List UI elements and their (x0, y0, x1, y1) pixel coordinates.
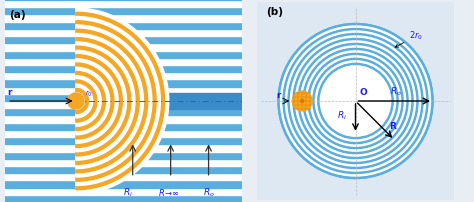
Polygon shape (76, 97, 80, 105)
Text: $2r_0$: $2r_0$ (395, 30, 423, 47)
Circle shape (283, 28, 428, 174)
Circle shape (320, 66, 391, 136)
Circle shape (295, 41, 416, 161)
Text: (b): (b) (266, 7, 283, 17)
Bar (5, 152, 242, 159)
Bar (5, 101, 242, 108)
Bar (5, 159, 242, 166)
Circle shape (313, 58, 398, 144)
Polygon shape (76, 21, 156, 181)
Polygon shape (68, 93, 84, 109)
Circle shape (301, 99, 304, 103)
Circle shape (285, 31, 426, 171)
Polygon shape (76, 42, 135, 160)
Polygon shape (76, 8, 169, 194)
Bar (5, 79, 242, 87)
Polygon shape (76, 63, 114, 139)
Bar (5, 43, 242, 50)
Text: $R_o$: $R_o$ (202, 187, 215, 199)
Bar (5, 180, 242, 188)
Text: $r_0$: $r_0$ (85, 89, 93, 99)
Circle shape (292, 91, 312, 111)
Bar (5, 87, 242, 94)
Text: $R\!\rightarrow\!\infty$: $R\!\rightarrow\!\infty$ (157, 187, 179, 198)
Bar (76, 93, 242, 109)
Bar (5, 65, 242, 72)
Bar (5, 137, 242, 144)
Bar (5, 7, 242, 14)
Bar (5, 36, 242, 43)
Text: O: O (360, 88, 367, 97)
Bar (5, 14, 242, 22)
Circle shape (308, 53, 403, 149)
Circle shape (310, 56, 401, 146)
Circle shape (281, 26, 430, 176)
Bar (5, 94, 242, 101)
Polygon shape (76, 55, 122, 147)
Text: R: R (389, 122, 396, 131)
Circle shape (318, 63, 393, 139)
Circle shape (323, 68, 388, 134)
Bar (5, 72, 242, 79)
Polygon shape (76, 33, 144, 169)
Circle shape (278, 24, 433, 178)
Bar (5, 144, 242, 152)
Bar (5, 115, 242, 123)
Bar (5, 123, 242, 130)
Text: (a): (a) (9, 10, 26, 20)
Bar (5, 0, 242, 7)
Text: $R_i$: $R_i$ (123, 187, 133, 199)
Bar (5, 22, 242, 29)
Polygon shape (76, 50, 127, 152)
Bar (5, 130, 242, 137)
Bar (5, 195, 242, 202)
Polygon shape (76, 67, 109, 135)
Polygon shape (76, 29, 147, 173)
Circle shape (288, 34, 423, 168)
Polygon shape (76, 72, 105, 130)
Circle shape (303, 48, 408, 154)
Text: $R_o$: $R_o$ (391, 86, 402, 99)
Circle shape (291, 36, 420, 166)
Polygon shape (76, 59, 118, 143)
Bar (5, 166, 242, 173)
Bar (5, 29, 242, 36)
Polygon shape (76, 88, 89, 114)
Bar (5, 108, 242, 115)
Polygon shape (76, 38, 139, 164)
Text: $R_i$: $R_i$ (337, 110, 346, 122)
Circle shape (305, 51, 406, 151)
Polygon shape (76, 93, 84, 109)
Text: r: r (7, 88, 11, 97)
Bar (5, 58, 242, 65)
Polygon shape (76, 17, 160, 185)
Polygon shape (76, 76, 101, 126)
Bar (5, 173, 242, 180)
Polygon shape (76, 12, 164, 190)
Bar (5, 50, 242, 58)
Text: r: r (276, 90, 281, 100)
Circle shape (293, 38, 418, 164)
Polygon shape (76, 80, 97, 122)
Circle shape (278, 24, 433, 178)
Circle shape (315, 61, 396, 141)
Circle shape (301, 46, 410, 156)
Bar (5, 188, 242, 195)
Polygon shape (76, 84, 93, 118)
Polygon shape (76, 25, 152, 177)
Circle shape (298, 43, 413, 159)
Polygon shape (76, 46, 131, 156)
